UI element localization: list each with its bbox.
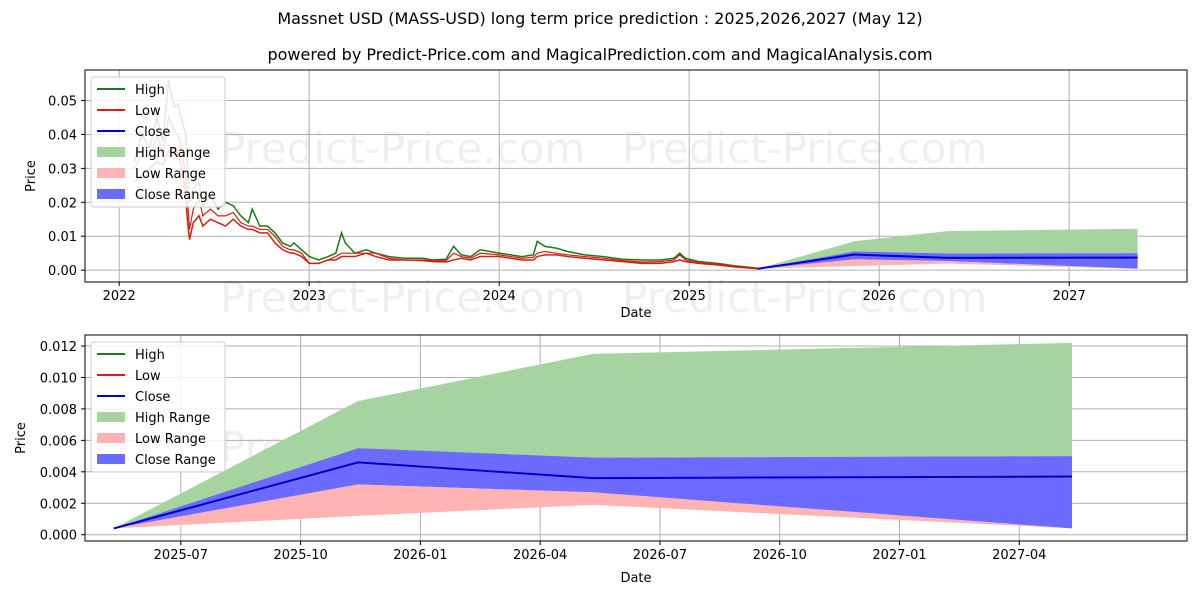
x-tick-label: 2026 bbox=[863, 289, 896, 304]
x-tick-label: 2027-04 bbox=[992, 548, 1046, 563]
x-tick-label: 2026-07 bbox=[633, 548, 687, 563]
y-tick-label: 0.000 bbox=[40, 529, 77, 544]
x-tick-label: 2026-01 bbox=[393, 548, 447, 563]
legend-label-high-range: High Range bbox=[135, 146, 210, 161]
low-range-band bbox=[757, 259, 1138, 269]
y-tick-label: 0.006 bbox=[40, 434, 77, 449]
x-tick-label: 2025-07 bbox=[154, 548, 208, 563]
plot-frame bbox=[84, 69, 1188, 283]
y-tick-label: 0.05 bbox=[48, 95, 77, 110]
watermark: Predict-Price.com bbox=[622, 124, 987, 173]
x-tick-label: 2025-10 bbox=[273, 548, 327, 563]
legend-label-close-range: Close Range bbox=[135, 188, 216, 203]
y-tick-label: 0.03 bbox=[48, 162, 77, 177]
x-tick-label: 2024 bbox=[483, 289, 516, 304]
plot-frame bbox=[84, 334, 1188, 542]
legend-label-close-range: Close Range bbox=[135, 453, 216, 468]
legend-swatch-close-range bbox=[97, 454, 125, 464]
y-tick-label: 0.012 bbox=[40, 340, 77, 355]
y-tick-label: 0.00 bbox=[48, 264, 77, 279]
legend-swatch-high-range bbox=[97, 412, 125, 422]
x-axis-label: Date bbox=[620, 571, 651, 586]
high-series-line bbox=[133, 80, 758, 269]
plot-area bbox=[133, 80, 1138, 270]
close-range-band bbox=[113, 448, 1073, 529]
y-tick-label: 0.004 bbox=[40, 466, 77, 481]
chart-panel-2: Predict-Price.comPredict-Price.com2025-0… bbox=[14, 334, 1188, 586]
legend-label-high: High bbox=[135, 348, 165, 363]
close-history-line bbox=[133, 115, 758, 270]
y-tick-label: 0.04 bbox=[48, 128, 77, 143]
x-tick-label: 2023 bbox=[293, 289, 326, 304]
watermark: Predict-Price.com bbox=[220, 273, 585, 322]
legend-label-low: Low bbox=[135, 369, 161, 384]
y-tick-label: 0.008 bbox=[40, 403, 77, 418]
x-axis-label: Date bbox=[620, 306, 651, 321]
legend-label-low-range: Low Range bbox=[135, 167, 206, 182]
close-series-line bbox=[113, 461, 1073, 530]
x-tick-label: 2026-04 bbox=[513, 548, 567, 563]
legend-label-close: Close bbox=[135, 125, 170, 140]
legend-swatch-high-range bbox=[97, 147, 125, 157]
legend: High Low Close High Range Low Range Close Ran… bbox=[90, 76, 226, 208]
chart-title: Massnet USD (MASS-USD) long term price p… bbox=[277, 9, 923, 28]
legend-label-low-range: Low Range bbox=[135, 432, 206, 447]
legend-label-high-range: High Range bbox=[135, 411, 210, 426]
close-series-line bbox=[757, 253, 1138, 270]
x-tick-label: 2027-01 bbox=[872, 548, 926, 563]
legend-swatch-low-range bbox=[97, 433, 125, 443]
y-tick-label: 0.02 bbox=[48, 196, 77, 211]
chart-subtitle: powered by Predict-Price.com and Magical… bbox=[267, 45, 933, 64]
y-axis-label: Price bbox=[14, 422, 29, 454]
y-tick-label: 0.010 bbox=[40, 371, 77, 386]
legend-swatch-close-range bbox=[97, 189, 125, 199]
high-range-band bbox=[113, 342, 1073, 529]
legend-label-close: Close bbox=[135, 390, 170, 405]
chart-panel-1: Predict-Price.com Predict-Price.com Predic… bbox=[24, 69, 1188, 322]
watermark: Predict-Price.com bbox=[622, 273, 987, 322]
high-range-band bbox=[757, 228, 1138, 269]
x-tick-label: 2025 bbox=[673, 289, 706, 304]
y-tick-label: 0.01 bbox=[48, 230, 77, 245]
low-range-band bbox=[113, 484, 1073, 529]
legend-swatch-low-range bbox=[97, 168, 125, 178]
y-axis-label: Price bbox=[24, 160, 39, 192]
plot-area bbox=[113, 342, 1073, 530]
low-series-line bbox=[133, 146, 758, 270]
legend-label-low: Low bbox=[135, 104, 161, 119]
y-tick-label: 0.002 bbox=[40, 497, 77, 512]
legend: High Low Close High Range Low Range Close Ran… bbox=[90, 341, 226, 473]
watermark: Predict-Price.com bbox=[220, 124, 585, 173]
x-tick-label: 2027 bbox=[1053, 289, 1086, 304]
legend-label-high: High bbox=[135, 83, 165, 98]
x-tick-label: 2022 bbox=[103, 289, 136, 304]
x-tick-label: 2026-10 bbox=[753, 548, 807, 563]
